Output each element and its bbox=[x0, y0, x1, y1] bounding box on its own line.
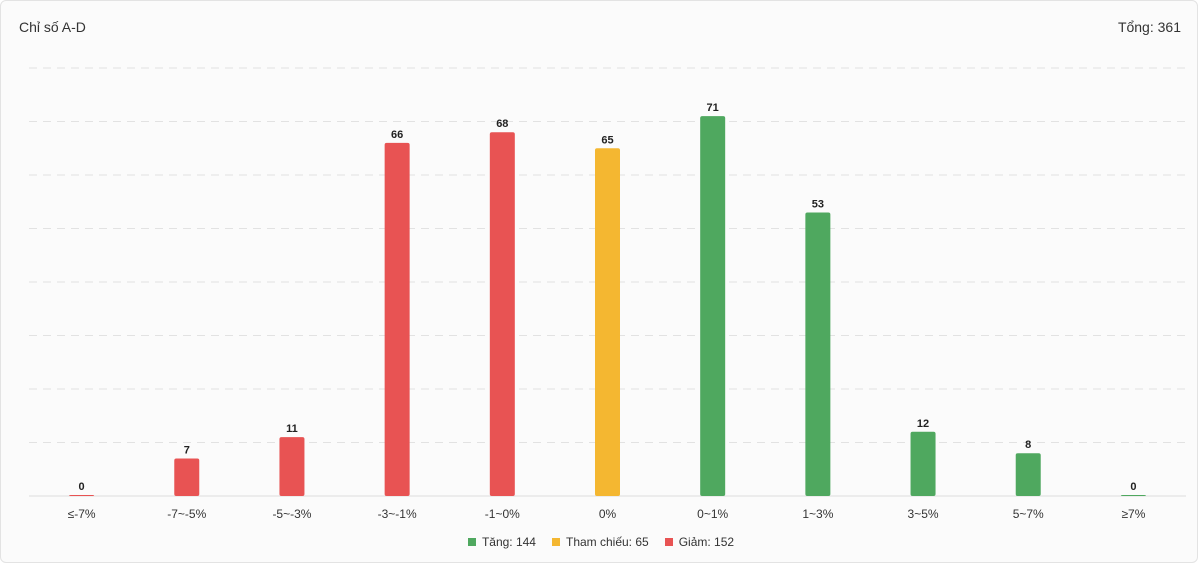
x-tick-label: 0% bbox=[599, 507, 617, 521]
legend-label-giam: Giảm: 152 bbox=[678, 535, 735, 549]
legend-item-tham-chieu[interactable]: Tham chiếu: 65 bbox=[551, 535, 649, 549]
total-count: Tổng: 361 bbox=[1117, 19, 1181, 35]
bar[interactable] bbox=[805, 212, 831, 496]
x-tick-label: -3~-1% bbox=[378, 507, 417, 521]
data-label: 68 bbox=[496, 118, 508, 130]
legend-item-giam[interactable]: Giảm: 152 bbox=[664, 535, 735, 549]
bar[interactable] bbox=[1015, 453, 1041, 496]
x-tick-label: ≤-7% bbox=[68, 507, 96, 521]
bar[interactable] bbox=[174, 458, 200, 496]
data-label: 12 bbox=[917, 418, 929, 430]
x-tick-label: -5~-3% bbox=[272, 507, 311, 521]
x-tick-label: 1~3% bbox=[802, 507, 833, 521]
legend-label-tham-chieu: Tham chiếu: 65 bbox=[565, 535, 649, 549]
legend-swatch-tham-chieu bbox=[551, 538, 560, 546]
data-label: 7 bbox=[184, 445, 190, 457]
data-label: 71 bbox=[707, 102, 719, 114]
data-label: 53 bbox=[812, 198, 824, 210]
x-tick-label: ≥7% bbox=[1121, 507, 1145, 521]
bar[interactable] bbox=[489, 132, 515, 496]
bar[interactable] bbox=[910, 431, 936, 496]
data-label: 0 bbox=[79, 481, 85, 493]
data-label: 65 bbox=[601, 134, 613, 146]
x-tick-label: -1~0% bbox=[485, 507, 520, 521]
bar[interactable] bbox=[700, 116, 726, 497]
x-tick-label: -7~-5% bbox=[167, 507, 206, 521]
bar[interactable] bbox=[384, 142, 410, 496]
legend-item-tang[interactable]: Tăng: 144 bbox=[467, 535, 536, 549]
chart-title: Chỉ số A-D bbox=[19, 19, 86, 35]
data-label: 0 bbox=[1130, 481, 1136, 493]
x-tick-label: 5~7% bbox=[1013, 507, 1044, 521]
bar[interactable] bbox=[69, 495, 95, 496]
x-tick-label: 3~5% bbox=[908, 507, 939, 521]
bar[interactable] bbox=[279, 437, 305, 496]
legend-label-tang: Tăng: 144 bbox=[481, 535, 536, 549]
bar[interactable] bbox=[1120, 495, 1146, 496]
data-label: 66 bbox=[391, 129, 403, 141]
x-tick-label: 0~1% bbox=[697, 507, 728, 521]
data-label: 11 bbox=[286, 423, 298, 435]
ad-bar-chart: 0 ≤-7% 7 -7~-5% 11 -5~-3% 66 -3~-1% 68 -1~0% 65 0% 7… bbox=[29, 67, 1186, 521]
legend-swatch-tang bbox=[467, 538, 476, 546]
data-label: 8 bbox=[1025, 439, 1031, 451]
legend-swatch-giam bbox=[664, 538, 673, 546]
chart-legend: Tăng: 144 Tham chiếu: 65 Giảm: 152 bbox=[1, 535, 1200, 549]
bar[interactable] bbox=[595, 148, 620, 496]
